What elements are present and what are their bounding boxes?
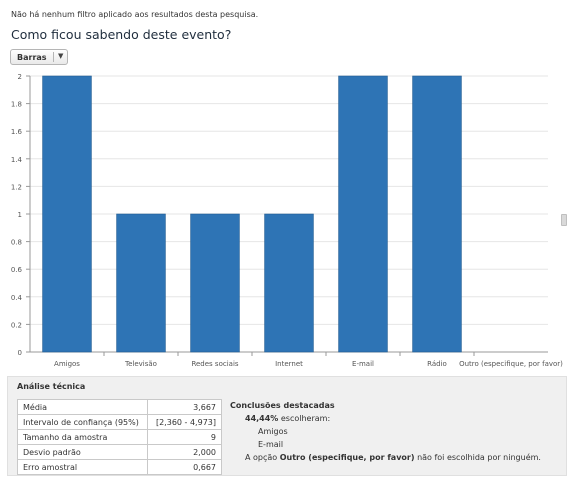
conclusion-percent-line: 44,44% escolheram: — [245, 414, 330, 423]
stat-value: 9 — [147, 429, 222, 445]
x-tick-label: E-mail — [352, 360, 374, 368]
stat-label: Erro amostral — [17, 459, 148, 475]
filter-note: Não há nenhum filtro aplicado aos result… — [11, 10, 259, 19]
resize-handle[interactable] — [561, 214, 567, 226]
stat-label: Desvio padrão — [17, 444, 148, 460]
dropdown-divider — [53, 52, 54, 62]
conclusions-title: Conclusões destacadas — [230, 401, 335, 410]
bar — [338, 75, 388, 353]
stat-value: 3,667 — [147, 399, 222, 415]
y-tick-label: 1.8 — [11, 101, 22, 109]
stat-value: [2,360 - 4,973] — [147, 414, 222, 430]
chart-type-label: Barras — [17, 53, 47, 62]
y-tick-label: 0.2 — [11, 321, 22, 329]
y-tick-label: 0.6 — [11, 266, 23, 274]
unselected-prefix: A opção — [245, 453, 278, 462]
chart-type-dropdown[interactable]: Barras ▼ — [10, 49, 68, 65]
y-tick-label: 1.6 — [11, 128, 23, 136]
y-tick-label: 1.4 — [11, 156, 23, 164]
bar — [264, 213, 314, 353]
unselected-option: Outro (especifique, por favor) — [279, 453, 415, 462]
conclusion-unselected-line: A opção Outro (especifique, por favor) n… — [245, 453, 541, 462]
stat-value: 2,000 — [147, 444, 222, 460]
y-tick-label: 1 — [18, 211, 22, 219]
conclusion-percent: 44,44% — [245, 414, 279, 423]
bar — [190, 213, 240, 353]
conclusion-option: E-mail — [258, 440, 284, 449]
x-tick-label: Rádio — [427, 360, 447, 368]
stat-label: Média — [17, 399, 148, 415]
conclusion-option: Amigos — [258, 427, 288, 436]
x-tick-label: Televisão — [124, 360, 157, 368]
table-row: Desvio padrão 2,000 — [17, 444, 222, 460]
stat-label: Tamanho da amostra — [17, 429, 148, 445]
conclusion-percent-text: escolheram: — [280, 414, 331, 423]
question-title: Como ficou sabendo deste evento? — [11, 27, 232, 42]
bar — [42, 75, 92, 353]
x-tick-label: Internet — [275, 360, 303, 368]
unselected-suffix: não foi escolhida por ninguém. — [417, 453, 541, 462]
stats-table: Média 3,667 Intervalo de confiança (95%)… — [17, 399, 222, 475]
y-tick-label: 0.4 — [11, 294, 23, 302]
x-tick-label: Outro (especifique, por favor) — [459, 360, 563, 368]
y-tick-label: 0.8 — [11, 239, 22, 247]
bar — [412, 75, 462, 353]
table-row: Erro amostral 0,667 — [17, 459, 222, 475]
y-tick-label: 0 — [18, 349, 22, 357]
bar-chart: 0 0.2 0.4 0.6 0.8 1 1.2 1.4 1.6 1.8 2 Amigos Televis… — [11, 73, 563, 368]
chevron-down-icon[interactable]: ▼ — [58, 52, 64, 60]
y-tick-label: 1.2 — [11, 183, 22, 191]
technical-analysis-panel: Análise técnica Média 3,667 Intervalo de… — [7, 376, 567, 476]
table-row: Tamanho da amostra 9 — [17, 429, 222, 445]
stat-value: 0,667 — [147, 459, 222, 475]
highlighted-conclusions: Conclusões destacadas 44,44% escolheram:… — [230, 401, 541, 462]
stat-label: Intervalo de confiança (95%) — [17, 414, 148, 430]
x-tick-label: Redes sociais — [191, 360, 238, 368]
table-row: Intervalo de confiança (95%) [2,360 - 4,… — [17, 414, 222, 430]
analysis-title: Análise técnica — [17, 382, 86, 391]
y-tick-label: 2 — [18, 73, 22, 81]
x-tick-label: Amigos — [54, 360, 80, 368]
bar — [116, 213, 166, 353]
table-row: Média 3,667 — [17, 399, 222, 415]
